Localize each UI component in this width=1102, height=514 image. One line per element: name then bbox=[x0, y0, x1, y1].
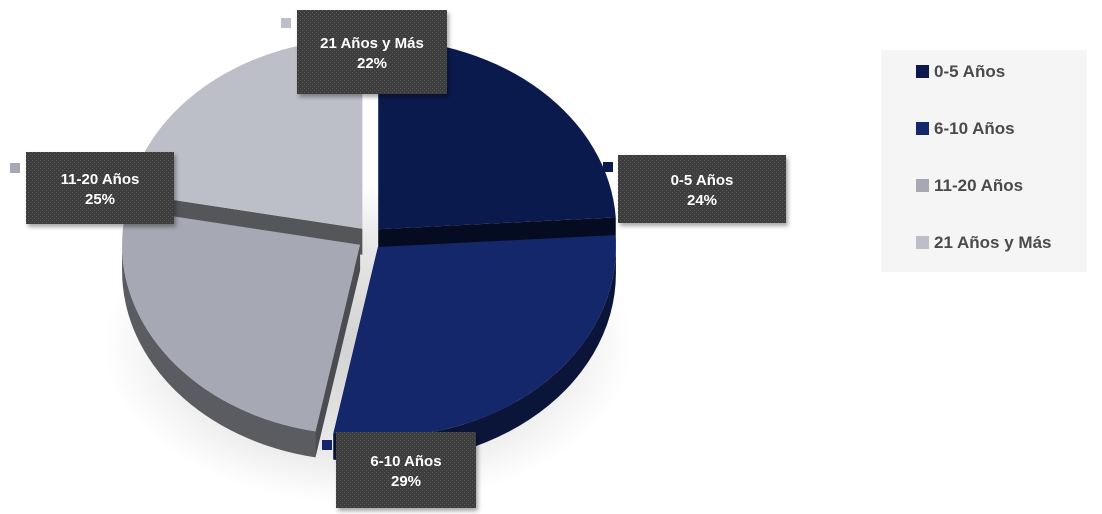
data-label-value: 29% bbox=[391, 473, 421, 490]
data-label-value: 24% bbox=[687, 192, 717, 209]
data-label-category: 6-10 Años bbox=[370, 453, 441, 470]
legend-swatch bbox=[916, 179, 929, 192]
slice-top-6-10-anos bbox=[333, 235, 616, 438]
data-labels-layer: 0-5 Años 24% 6-10 Años 29% 11-20 Años 25% 21 A… bbox=[10, 10, 786, 508]
data-label-key-21-anos-y-mas bbox=[281, 18, 291, 28]
data-label-category: 21 Años y Más bbox=[320, 35, 424, 52]
legend-label: 0-5 Años bbox=[934, 62, 1005, 81]
legend-label: 6-10 Años bbox=[934, 119, 1015, 138]
legend-background bbox=[881, 50, 1087, 272]
legend-swatch bbox=[916, 122, 929, 135]
data-label-box-0-5-anos bbox=[618, 155, 786, 223]
legend-swatch bbox=[916, 65, 929, 78]
legend-items: 0-5 Años 6-10 Años 11-20 Años 21 Años y Más bbox=[916, 62, 1051, 252]
data-label-box-6-10-anos bbox=[336, 432, 476, 508]
slice-6-10-anos bbox=[333, 235, 616, 464]
data-label-0-5-anos: 0-5 Años 24% bbox=[603, 155, 786, 223]
data-label-key-11-20-anos bbox=[10, 163, 20, 173]
data-label-6-10-anos: 6-10 Años 29% bbox=[322, 432, 476, 508]
slice-face-11-20-anos bbox=[315, 244, 361, 458]
legend-item-21-anos-y-mas: 21 Años y Más bbox=[916, 233, 1051, 252]
slice-11-20-anos bbox=[122, 209, 361, 458]
slice-top-11-20-anos bbox=[122, 209, 361, 432]
data-label-category: 11-20 Años bbox=[61, 171, 140, 188]
data-label-11-20-anos: 11-20 Años 25% bbox=[10, 152, 174, 224]
data-label-box-11-20-anos bbox=[26, 152, 174, 224]
legend-label: 11-20 Años bbox=[934, 176, 1023, 195]
data-label-box-21-anos-y-mas bbox=[297, 10, 447, 94]
data-label-category: 0-5 Años bbox=[671, 172, 734, 189]
legend-item-0-5-anos: 0-5 Años bbox=[916, 62, 1005, 81]
legend-swatch bbox=[916, 236, 929, 249]
data-label-key-6-10-anos bbox=[322, 440, 332, 450]
legend-item-11-20-anos: 11-20 Años bbox=[916, 176, 1023, 195]
data-label-value: 22% bbox=[357, 55, 387, 72]
legend: 0-5 Años 6-10 Años 11-20 Años 21 Años y Más bbox=[881, 50, 1087, 272]
data-label-key-0-5-anos bbox=[603, 162, 613, 172]
legend-label: 21 Años y Más bbox=[934, 233, 1051, 252]
data-label-21-anos-y-mas: 21 Años y Más 22% bbox=[281, 10, 447, 94]
slice-side-11-20-anos bbox=[122, 244, 316, 458]
legend-item-6-10-anos: 6-10 Años bbox=[916, 119, 1015, 138]
data-label-value: 25% bbox=[85, 191, 115, 208]
